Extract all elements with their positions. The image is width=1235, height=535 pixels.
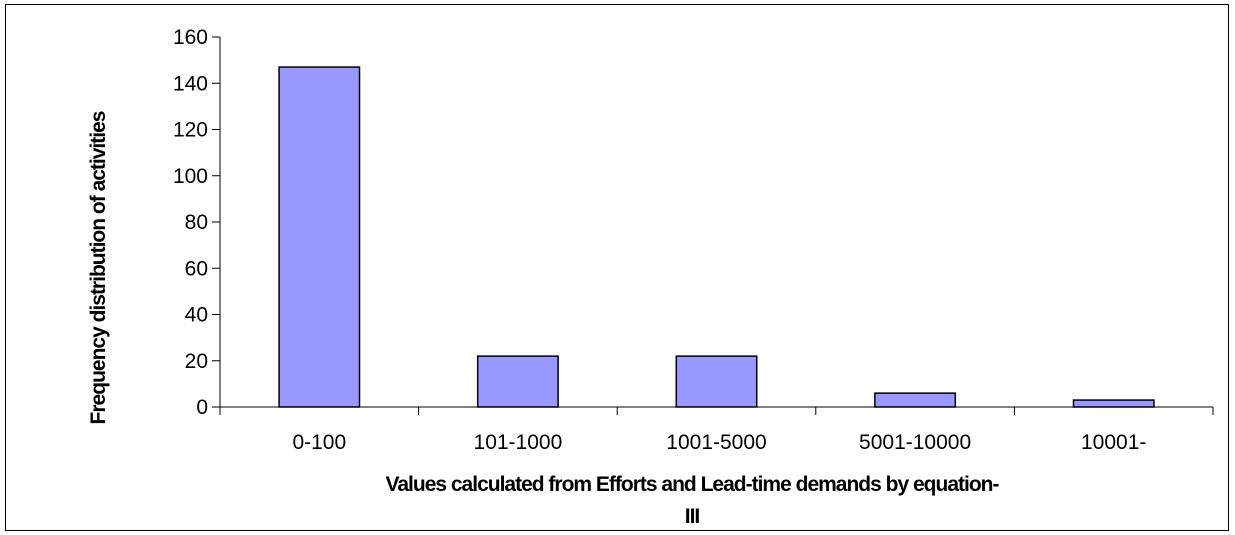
x-tick-label: 5001-10000 bbox=[859, 431, 971, 454]
x-tick-label: 1001-5000 bbox=[666, 431, 766, 454]
x-axis-title-line2: III bbox=[685, 505, 700, 528]
x-axis-ticks: 0-100 101-1000 1001-5000 5001-10000 10001- bbox=[219, 407, 1214, 454]
y-axis-ticks: 0 20 40 60 80 100 120 140 160 bbox=[173, 26, 220, 419]
x-tick-label: 0-100 bbox=[292, 431, 346, 454]
x-axis-title-line1: Values calculated from Efforts and Lead-… bbox=[386, 473, 1000, 496]
y-tick-label: 20 bbox=[185, 350, 208, 373]
y-tick-label: 80 bbox=[185, 211, 208, 234]
bar-5001-10000 bbox=[874, 392, 957, 408]
bar-1001-5000 bbox=[675, 355, 758, 408]
x-tick-label: 101-1000 bbox=[474, 431, 563, 454]
y-tick-label: 100 bbox=[173, 165, 208, 188]
x-tick-label: 10001- bbox=[1081, 431, 1146, 454]
y-tick-label: 120 bbox=[173, 119, 208, 142]
y-tick-label: 60 bbox=[185, 257, 208, 280]
bar-101-1000 bbox=[476, 355, 559, 408]
bar-0-100 bbox=[278, 66, 361, 408]
y-tick-label: 160 bbox=[173, 26, 208, 49]
chart-frame bbox=[5, 4, 1229, 531]
y-tick-label: 140 bbox=[173, 72, 208, 95]
bar-10001- bbox=[1072, 399, 1155, 408]
y-tick-label: 40 bbox=[185, 304, 208, 327]
bars bbox=[278, 66, 1155, 408]
y-tick-label: 0 bbox=[196, 396, 208, 419]
y-axis-title: Frequency distribution of activities bbox=[87, 111, 110, 424]
